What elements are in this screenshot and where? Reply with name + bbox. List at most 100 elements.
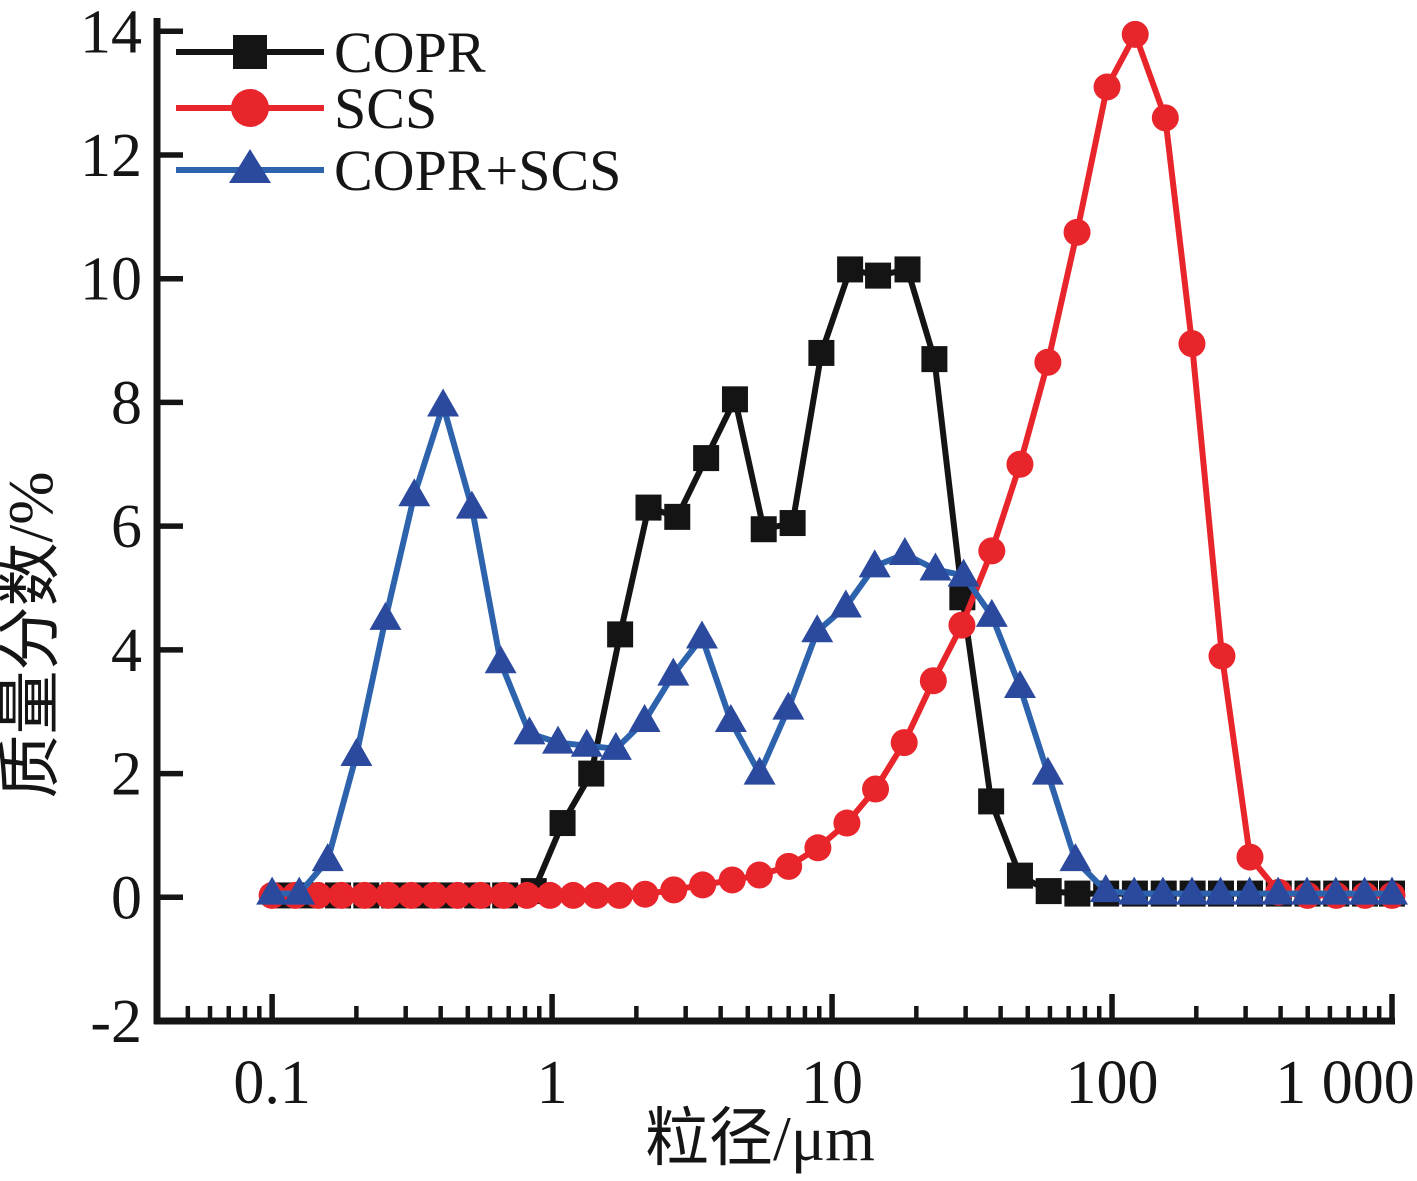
data-point-marker-triangle <box>1290 876 1323 905</box>
data-point-marker-triangle <box>570 728 603 757</box>
data-point-marker-circle <box>978 537 1006 565</box>
data-point-marker-circle <box>919 667 947 695</box>
x-axis-title: 粒径/μm <box>645 1103 875 1174</box>
series-line-copr <box>278 266 1395 899</box>
y-tick-label: -2 <box>90 988 142 1056</box>
data-point-marker-triangle <box>829 589 862 618</box>
data-point-marker-circle <box>467 881 495 909</box>
data-point-marker-circle <box>1006 450 1034 478</box>
data-point-marker-triangle <box>398 478 431 507</box>
data-point-marker-square <box>1035 878 1062 905</box>
legend-item-copr-scs: COPR+SCS <box>176 138 621 203</box>
data-point-marker-triangle <box>947 558 980 587</box>
plot-area: 0.1 1 10 100 1 000 14 12 10 8 6 4 2 0 -2 <box>80 0 1415 1117</box>
data-point-marker-triangle <box>1031 756 1064 785</box>
data-point-marker-triangle <box>1118 876 1151 905</box>
data-point-marker-triangle <box>1233 876 1266 905</box>
data-point-marker-circle <box>689 871 717 899</box>
data-point-marker-triangle <box>256 876 289 905</box>
data-point-marker-circle <box>513 881 541 909</box>
data-point-marker-triangle <box>542 725 575 754</box>
data-point-marker-circle <box>1034 348 1062 376</box>
y-tick-label: 0 <box>111 864 142 932</box>
data-point-marker-circle <box>1208 642 1236 670</box>
data-point-marker-circle <box>718 866 746 894</box>
data-point-marker-circle <box>605 881 633 909</box>
legend-square-marker-icon <box>233 35 267 69</box>
data-point-marker-square <box>865 262 892 289</box>
y-tick-label: 8 <box>111 369 142 437</box>
data-point-marker-circle <box>536 881 564 909</box>
data-point-marker-square <box>978 788 1005 815</box>
data-point-marker-square <box>1064 880 1091 907</box>
series-line-copr-scs <box>269 402 1395 897</box>
data-point-marker-circle <box>559 881 587 909</box>
data-point-marker-triangle <box>1003 669 1036 698</box>
data-point-marker-triangle <box>340 738 373 767</box>
data-point-marker-triangle <box>714 703 747 732</box>
data-point-marker-triangle <box>1146 876 1179 905</box>
data-point-marker-circle <box>1093 73 1121 101</box>
data-point-marker-circle <box>948 611 976 639</box>
data-point-marker-circle <box>351 881 379 909</box>
data-point-marker-triangle <box>311 843 344 872</box>
data-point-marker-square <box>921 346 948 373</box>
legend: COPR SCS COPR+SCS <box>176 20 621 203</box>
y-tick-label: 2 <box>111 741 142 809</box>
data-point-marker-triangle <box>628 703 661 732</box>
data-point-marker-square <box>837 256 864 283</box>
data-point-marker-triangle <box>919 552 952 581</box>
data-point-marker-triangle <box>975 598 1008 627</box>
y-tick-label: 6 <box>111 493 142 561</box>
data-point-marker-triangle <box>1376 876 1408 905</box>
data-point-marker-circle <box>804 834 832 862</box>
data-point-marker-square <box>664 503 691 530</box>
data-point-marker-circle <box>374 881 402 909</box>
legend-item-copr: COPR <box>176 20 486 85</box>
data-point-marker-circle <box>328 881 356 909</box>
legend-triangle-marker-icon <box>229 149 271 183</box>
data-point-marker-triangle <box>369 601 402 630</box>
data-point-marker-circle <box>1151 104 1179 132</box>
data-point-marker-triangle <box>888 536 921 565</box>
legend-label-scs: SCS <box>334 76 437 141</box>
data-point-marker-triangle <box>283 876 316 905</box>
data-point-marker-triangle <box>772 691 805 720</box>
data-point-marker-circle <box>1063 218 1091 246</box>
data-point-marker-triangle <box>657 657 690 686</box>
legend-item-scs: SCS <box>176 76 437 141</box>
data-point-marker-triangle <box>685 620 718 649</box>
data-point-marker-circle <box>862 775 890 803</box>
data-point-marker-square <box>721 386 748 413</box>
legend-circle-marker-icon <box>231 89 269 127</box>
y-tick-label: 10 <box>80 246 142 314</box>
x-tick-label: 10 <box>801 1049 863 1117</box>
data-point-marker-square <box>750 516 777 543</box>
data-point-marker-triangle <box>484 645 517 674</box>
data-point-marker-circle <box>490 881 518 909</box>
data-point-marker-circle <box>745 861 773 889</box>
x-tick-label: 100 <box>1066 1049 1159 1117</box>
data-point-marker-circle <box>397 881 425 909</box>
data-point-marker-triangle <box>1204 876 1237 905</box>
data-point-marker-triangle <box>513 716 546 745</box>
data-point-marker-triangle <box>1059 843 1092 872</box>
data-point-marker-triangle <box>455 490 488 519</box>
data-point-marker-square <box>549 810 576 837</box>
y-tick-label: 14 <box>80 0 142 66</box>
data-point-marker-triangle <box>427 388 460 417</box>
y-tick-label: 12 <box>80 122 142 190</box>
data-point-marker-circle <box>444 881 472 909</box>
data-point-marker-circle <box>1121 20 1149 48</box>
data-point-marker-square <box>578 760 605 787</box>
x-tick-label: 1 <box>537 1049 568 1117</box>
legend-label-copr: COPR <box>334 20 486 85</box>
data-point-marker-square <box>894 256 921 283</box>
x-tick-label: 1 000 <box>1275 1049 1415 1117</box>
data-point-marker-square <box>1006 862 1033 889</box>
legend-label-copr-scs: COPR+SCS <box>334 138 621 203</box>
data-point-marker-square <box>808 339 835 366</box>
data-point-marker-circle <box>1236 843 1264 871</box>
data-point-marker-square <box>607 621 634 648</box>
